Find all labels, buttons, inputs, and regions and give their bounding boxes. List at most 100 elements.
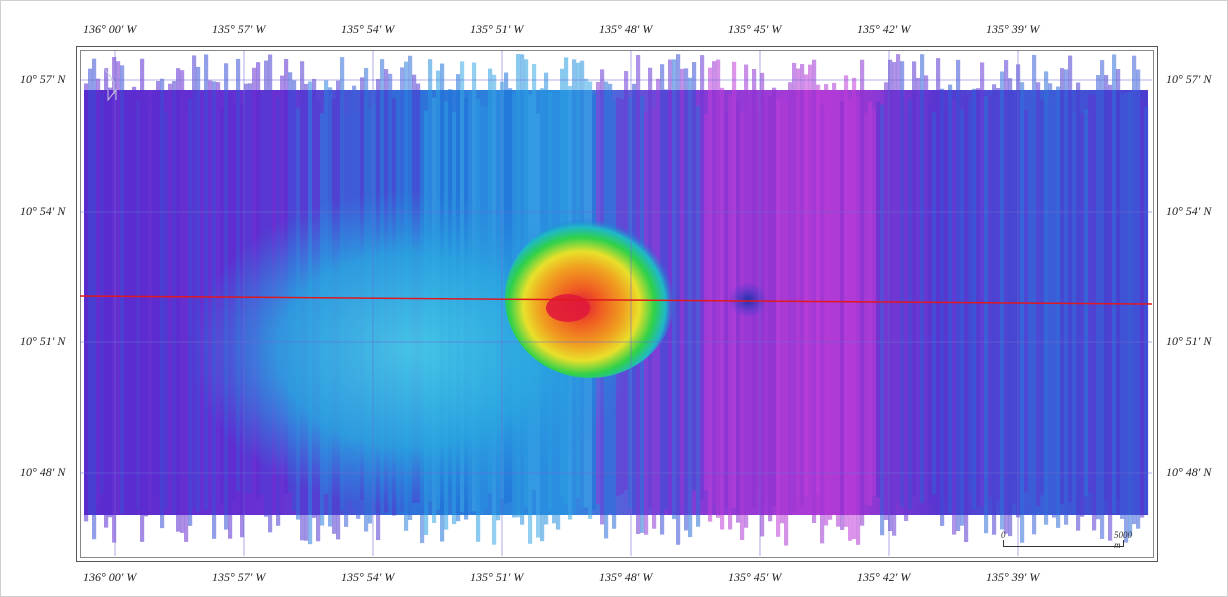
bathymetry-map[interactable]	[80, 50, 1152, 556]
swath-strip	[152, 93, 157, 498]
swath-strip	[680, 68, 685, 504]
swath-strip	[924, 75, 929, 513]
swath-strip	[740, 112, 745, 541]
swath-strip	[128, 113, 133, 515]
swath-strip	[688, 77, 693, 538]
swath-strip	[904, 108, 909, 522]
swath-strip	[900, 61, 905, 508]
swath-strip	[948, 84, 953, 514]
swath-strip	[1044, 71, 1049, 525]
swath-strip	[732, 61, 737, 509]
longitude-label-5: 135° 45′ W	[728, 22, 782, 36]
seamount	[505, 218, 675, 378]
swath-strip	[1120, 93, 1125, 519]
swath-strip	[1084, 108, 1089, 497]
latitude-label-1: 10° 54′ N	[1166, 204, 1212, 218]
swath-strip	[912, 61, 917, 497]
swath-strip	[124, 94, 129, 506]
swath-strip	[1132, 55, 1137, 525]
scale-bar: 0 5000 m	[1001, 530, 1132, 552]
longitude-label-6: 135° 42′ W	[857, 22, 911, 36]
swath-strip	[100, 93, 105, 495]
swath-strip	[196, 66, 201, 513]
swath-strip	[1008, 78, 1013, 537]
swath-strip	[1040, 99, 1045, 496]
swath-strip	[1128, 91, 1133, 537]
longitude-label-6: 135° 42′ W	[857, 570, 911, 584]
swath-strip	[996, 87, 1001, 501]
longitude-label-3: 135° 51′ W	[470, 570, 524, 584]
swath-strip	[916, 77, 921, 506]
swath-strip	[892, 62, 897, 536]
swath-strip	[908, 99, 913, 510]
swath-strip	[116, 61, 121, 515]
crater-depression	[728, 282, 768, 318]
swath-strip	[1052, 100, 1057, 518]
swath-strip	[184, 112, 189, 542]
swath-strip	[120, 65, 125, 514]
swath-strip	[984, 96, 989, 534]
swath-strip	[932, 112, 937, 495]
swath-strip	[1012, 91, 1017, 505]
swath-strip	[1028, 112, 1033, 500]
swath-strip	[800, 64, 805, 506]
swath-strip	[852, 77, 857, 539]
swath-strip	[1088, 94, 1093, 494]
swath-strip	[716, 59, 721, 518]
swath-strip	[1108, 84, 1113, 541]
swath-strip	[792, 62, 797, 511]
swath-strip	[1092, 94, 1097, 531]
longitude-label-2: 135° 54′ W	[341, 22, 395, 36]
swath-strip	[988, 95, 993, 498]
swath-strip	[876, 101, 881, 498]
swath-strip	[1104, 75, 1109, 501]
swath-strip	[720, 87, 725, 530]
swath-strip	[104, 68, 109, 528]
swath-strip	[148, 90, 153, 513]
swath-strip	[940, 88, 945, 526]
longitude-label-7: 135° 39′ W	[986, 570, 1040, 584]
swath-strip	[972, 88, 977, 510]
swath-strip	[704, 113, 709, 491]
latitude-label-3: 10° 48′ N	[20, 465, 66, 479]
scale-bar-line	[1003, 546, 1123, 547]
swath-strip	[956, 59, 961, 531]
swath-strip	[816, 84, 821, 495]
swath-strip	[1004, 59, 1009, 534]
latitude-label-1: 10° 54′ N	[20, 204, 66, 218]
swath-strip	[1064, 69, 1069, 525]
swath-strip	[92, 58, 97, 540]
swath-strip	[980, 62, 985, 507]
swath-strip	[132, 86, 137, 509]
longitude-label-2: 135° 54′ W	[341, 570, 395, 584]
swath-strip	[976, 88, 981, 507]
swath-strip	[868, 101, 873, 506]
swath-strip	[164, 111, 169, 509]
scale-bar-tick-end	[1123, 540, 1124, 547]
swath-strip	[712, 61, 717, 505]
swath-strip	[848, 99, 853, 541]
scale-bar-start-label: 0	[1001, 530, 1006, 540]
swath-strip	[724, 110, 729, 508]
swath-strip	[1080, 113, 1085, 517]
scale-bar-tick-start	[1003, 540, 1004, 547]
latitude-label-3: 10° 48′ N	[1166, 465, 1212, 479]
swath-strip	[676, 54, 681, 545]
swath-strip	[136, 100, 141, 510]
swath-strip	[1112, 54, 1117, 514]
swath-strip	[888, 59, 893, 532]
swath-strip	[204, 54, 209, 511]
swath-strip	[88, 68, 93, 515]
swath-strip	[1144, 106, 1149, 515]
latitude-label-2: 10° 51′ N	[20, 334, 66, 348]
latitude-label-0: 10° 57′ N	[20, 72, 66, 86]
longitude-label-5: 135° 45′ W	[728, 570, 782, 584]
swath-strip	[920, 54, 925, 503]
scale-bar-end-label: 5000 m	[1114, 530, 1132, 550]
swath-strip	[108, 87, 113, 518]
swath-strip	[864, 113, 869, 505]
swath-strip	[1136, 69, 1141, 529]
swath-strip	[708, 67, 713, 522]
swath-strip	[112, 57, 117, 543]
swath-strip	[776, 99, 781, 537]
